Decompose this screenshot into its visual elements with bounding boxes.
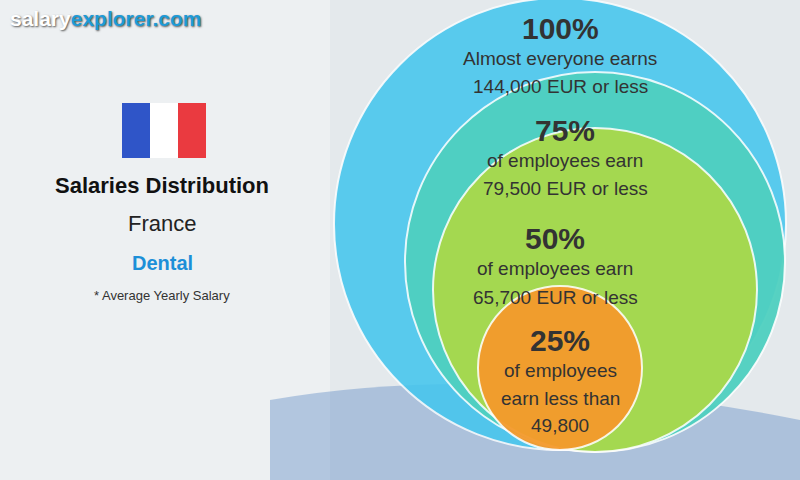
svg-text:of employees: of employees <box>504 360 617 381</box>
svg-text:earn less than: earn less than <box>501 388 620 409</box>
svg-text:79,500 EUR or less: 79,500 EUR or less <box>483 178 648 199</box>
svg-text:Almost everyone earns: Almost everyone earns <box>463 48 657 69</box>
svg-text:49,800: 49,800 <box>531 415 589 436</box>
svg-text:65,700 EUR or less: 65,700 EUR or less <box>473 287 638 308</box>
svg-text:25%: 25% <box>530 324 590 357</box>
svg-text:Salaries Distribution: Salaries Distribution <box>55 173 269 198</box>
svg-text:France: France <box>128 211 196 236</box>
svg-text:Dental: Dental <box>132 252 193 274</box>
svg-text:of employees earn: of employees earn <box>477 258 633 279</box>
svg-text:of employees earn: of employees earn <box>487 150 643 171</box>
svg-text:salaryexplorer.com: salaryexplorer.com <box>10 7 201 30</box>
svg-text:* Average Yearly Salary: * Average Yearly Salary <box>94 288 230 303</box>
svg-text:144,000 EUR or less: 144,000 EUR or less <box>473 76 648 97</box>
svg-text:100%: 100% <box>522 12 599 45</box>
svg-text:75%: 75% <box>535 114 595 147</box>
svg-text:50%: 50% <box>525 222 585 255</box>
